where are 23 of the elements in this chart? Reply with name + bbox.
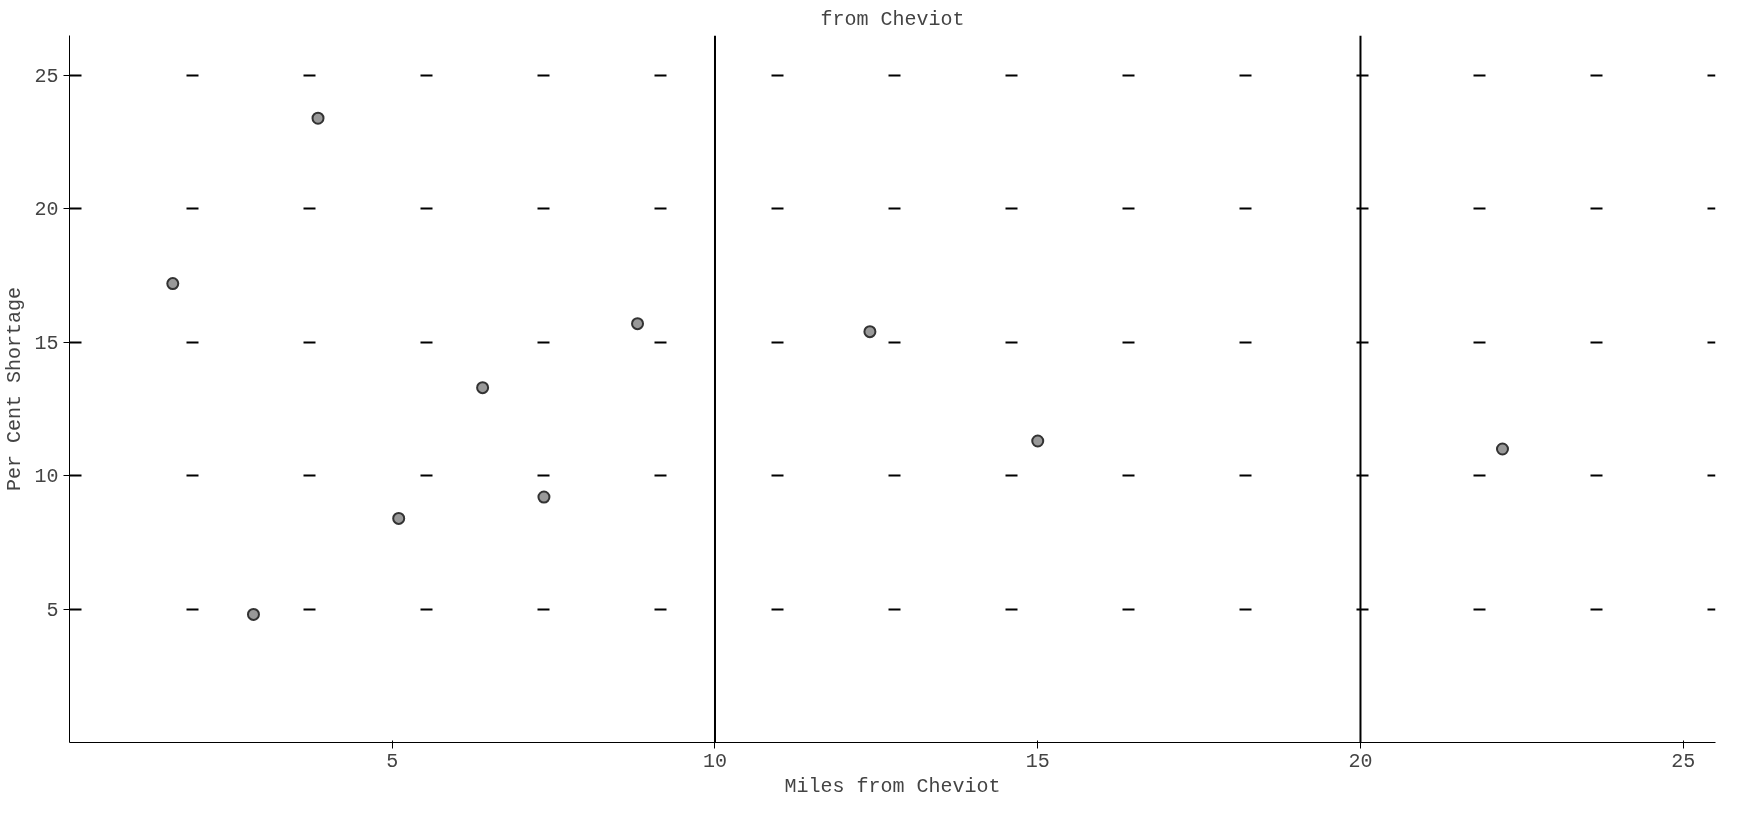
x-tick-label: 25 <box>1671 749 1696 773</box>
y-tick-label: 10 <box>34 465 59 489</box>
point <box>631 317 645 331</box>
y-tick-label: 15 <box>34 331 59 355</box>
x-tick-label: 10 <box>702 749 727 773</box>
point <box>311 111 325 125</box>
point <box>166 277 180 291</box>
point <box>1031 434 1045 448</box>
y-tick-label: 5 <box>46 598 59 622</box>
x-axis-title: Miles from Cheviot <box>784 774 1001 798</box>
point <box>863 325 877 339</box>
y-tick-label: 20 <box>34 198 59 222</box>
y-axis-title: Per Cent Shortage <box>3 286 27 492</box>
x-tick-label: 20 <box>1348 749 1373 773</box>
point <box>476 381 490 395</box>
x-tick-label: 15 <box>1025 749 1050 773</box>
chart-title: from Cheviot <box>820 7 965 31</box>
point <box>1495 442 1509 456</box>
y-tick-label: 25 <box>34 65 59 89</box>
point <box>392 511 406 525</box>
x-tick-label: 5 <box>386 749 399 773</box>
point <box>537 490 551 504</box>
point <box>246 607 260 621</box>
